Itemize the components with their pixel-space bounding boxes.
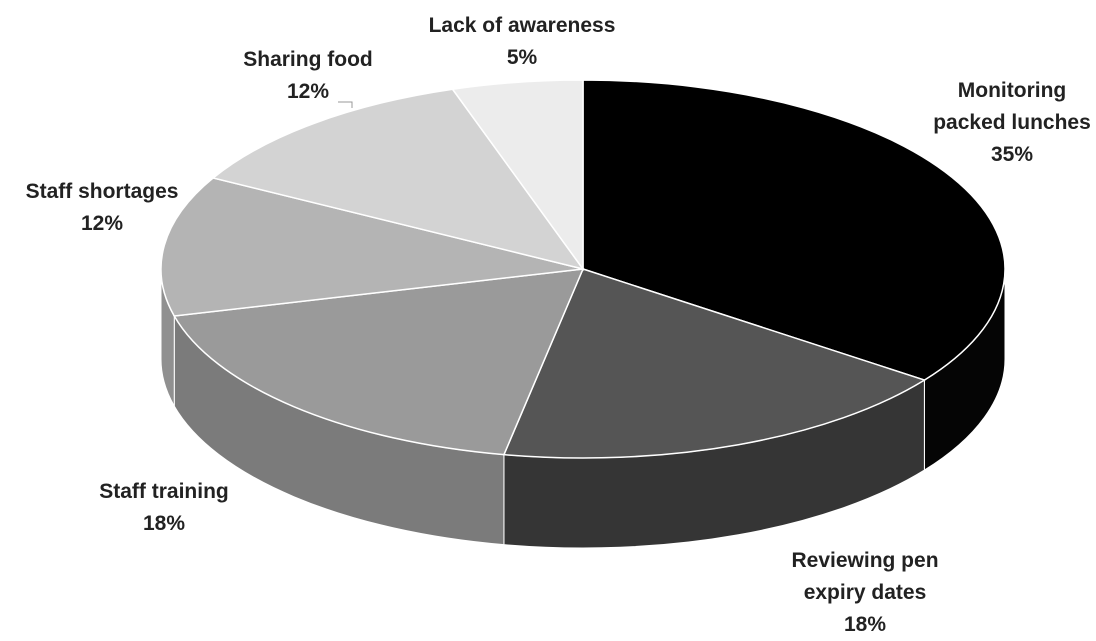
pie-sides [160,268,1006,549]
slice-label-4: Sharing food 12% [243,48,373,103]
slice-label-3: Staff shortages 12% [26,180,179,235]
pie-labels: Monitoring packed lunches 35% Reviewing pen… [26,14,1091,636]
slice-name-label: Lack of awareness [429,14,616,37]
slice-name-label: Monitoring [958,79,1066,102]
slice-name-label: Staff training [99,480,229,503]
slice-name-label: Reviewing pen [791,549,938,572]
slice-value-label: 12% [81,212,123,235]
slice-name-label: Staff shortages [26,180,179,203]
slice-label-2: Staff training 18% [99,480,229,535]
pie-slice-4 [211,88,585,271]
slice-label-0: Monitoring packed lunches 35% [933,79,1091,166]
leader-line [338,101,353,108]
slice-name-label: expiry dates [804,581,927,604]
slice-value-label: 5% [507,46,538,69]
slice-value-label: 12% [287,80,329,103]
slice-value-label: 18% [143,512,185,535]
slice-value-label: 35% [991,143,1033,166]
slice-label-1: Reviewing pen expiry dates 18% [791,549,938,636]
pie-slice-2 [173,268,585,456]
slice-label-5: Lack of awareness 5% [429,14,616,69]
pie-tops [160,79,1006,459]
pie-slice-3 [160,177,584,317]
slice-value-label: 18% [844,613,886,636]
pie-slice-0 [582,79,1006,381]
pie-slice-5 [451,79,584,272]
slice-name-label: packed lunches [933,111,1091,134]
pie-slice-1 [502,268,927,459]
slice-name-label: Sharing food [243,48,373,71]
